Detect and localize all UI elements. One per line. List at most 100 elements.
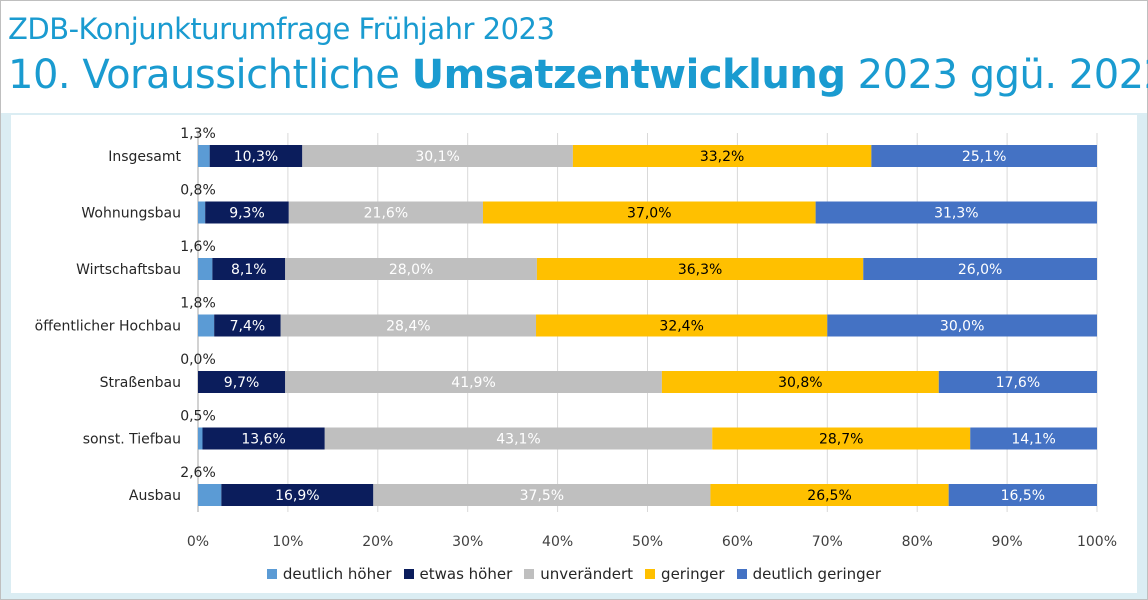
data-label: 31,3% <box>934 206 978 222</box>
data-label: 0,0% <box>180 352 216 368</box>
category-label: Wirtschaftsbau <box>76 262 181 278</box>
bar-segment <box>712 427 971 450</box>
bar-segment <box>198 371 286 393</box>
data-label: 37,0% <box>627 206 671 222</box>
category-label: Straßenbau <box>100 375 181 391</box>
bar-segment <box>572 145 872 167</box>
bar-segment <box>198 145 210 167</box>
data-label: 16,5% <box>1001 488 1045 504</box>
bar-segment <box>871 145 1097 167</box>
legend-label: geringer <box>661 565 725 583</box>
title-prefix: 10. Voraussichtliche <box>8 52 412 98</box>
bar-segment <box>285 371 662 393</box>
category-label: sonst. Tiefbau <box>83 432 181 448</box>
bar-segment <box>285 258 537 280</box>
bar-segment <box>198 258 213 280</box>
data-label: 26,0% <box>958 262 1002 278</box>
legend-swatch <box>645 569 656 579</box>
category-label: Ausbau <box>129 488 181 504</box>
category-label: öffentlicher Hochbau <box>35 319 181 335</box>
slide-title: 10. Voraussichtliche Umsatzentwicklung 2… <box>8 52 1148 98</box>
data-label: 7,4% <box>230 319 266 335</box>
data-label: 36,3% <box>678 262 722 278</box>
data-label: 16,9% <box>275 488 319 504</box>
x-tick-label: 30% <box>452 534 483 550</box>
legend-label: etwas höher <box>419 565 513 583</box>
x-tick-label: 20% <box>362 534 393 550</box>
bar-segment <box>212 258 286 280</box>
data-label: 26,5% <box>807 488 851 504</box>
data-label: 28,4% <box>386 319 430 335</box>
data-label: 1,3% <box>180 126 216 142</box>
data-label: 30,8% <box>778 375 822 391</box>
data-label: 21,6% <box>364 206 408 222</box>
bar-segment <box>202 427 325 450</box>
bar-segment <box>198 201 206 224</box>
legend-swatch <box>266 569 277 579</box>
data-label: 9,7% <box>224 375 260 391</box>
data-label: 1,8% <box>180 296 216 312</box>
bar-segment <box>324 427 713 450</box>
legend-label: unverändert <box>540 565 634 583</box>
bar-segment <box>221 484 374 506</box>
data-label: 28,7% <box>819 432 863 448</box>
data-label: 37,5% <box>520 488 564 504</box>
data-label: 43,1% <box>496 432 540 448</box>
slide-subtitle: ZDB-Konjunkturumfrage Frühjahr 2023 <box>8 12 555 46</box>
x-tick-label: 80% <box>902 534 933 550</box>
x-tick-label: 0% <box>187 534 209 550</box>
data-label: 33,2% <box>700 149 744 165</box>
legend-item: deutlich geringer <box>736 565 882 583</box>
data-label: 25,1% <box>962 149 1006 165</box>
bar-segment <box>280 314 537 337</box>
x-tick-label: 70% <box>812 534 843 550</box>
x-tick-label: 50% <box>632 534 663 550</box>
bar-segment <box>482 201 816 224</box>
bar-segment <box>815 201 1097 224</box>
x-tick-label: 60% <box>722 534 753 550</box>
chart-panel <box>1 113 1147 599</box>
bar-segment <box>214 314 281 337</box>
data-label: 1,6% <box>180 239 216 255</box>
data-label: 32,4% <box>659 319 703 335</box>
bar-segment <box>209 145 303 167</box>
legend-swatch <box>403 569 414 579</box>
bar-segment <box>948 484 1097 506</box>
x-tick-label: 90% <box>992 534 1023 550</box>
x-tick-label: 10% <box>272 534 303 550</box>
legend-swatch <box>524 569 535 579</box>
x-tick-label: 100% <box>1077 534 1117 550</box>
bar-segment <box>970 427 1097 450</box>
data-label: 10,3% <box>234 149 278 165</box>
data-label: 30,0% <box>940 319 984 335</box>
data-label: 0,5% <box>180 409 216 425</box>
title-bold: Umsatzentwicklung <box>411 52 846 98</box>
legend-item: etwas höher <box>403 565 513 583</box>
data-label: 8,1% <box>231 262 267 278</box>
data-label: 2,6% <box>180 465 216 481</box>
bar-segment <box>373 484 711 506</box>
data-label: 9,3% <box>229 206 265 222</box>
legend-label: deutlich höher <box>282 565 392 583</box>
bar-segment <box>710 484 949 506</box>
bar-segment <box>661 371 939 393</box>
legend-label: deutlich geringer <box>752 565 882 583</box>
data-label: 28,0% <box>389 262 433 278</box>
bar-segment <box>205 201 289 224</box>
bar-segment <box>938 371 1097 393</box>
data-label: 17,6% <box>996 375 1040 391</box>
bar-segment <box>198 484 222 506</box>
title-suffix: 2023 ggü. 2022 <box>845 52 1148 98</box>
data-label: 14,1% <box>1011 432 1055 448</box>
bar-segment <box>302 145 573 167</box>
data-label: 30,1% <box>415 149 459 165</box>
category-label: Insgesamt <box>108 149 181 165</box>
category-label: Wohnungsbau <box>81 206 181 222</box>
bar-segment <box>288 201 483 224</box>
legend-swatch <box>736 569 747 579</box>
legend-item: geringer <box>645 565 725 583</box>
bar-segment <box>198 427 203 450</box>
bar-segment <box>536 258 864 280</box>
bar-segment <box>198 314 215 337</box>
data-label: 41,9% <box>451 375 495 391</box>
